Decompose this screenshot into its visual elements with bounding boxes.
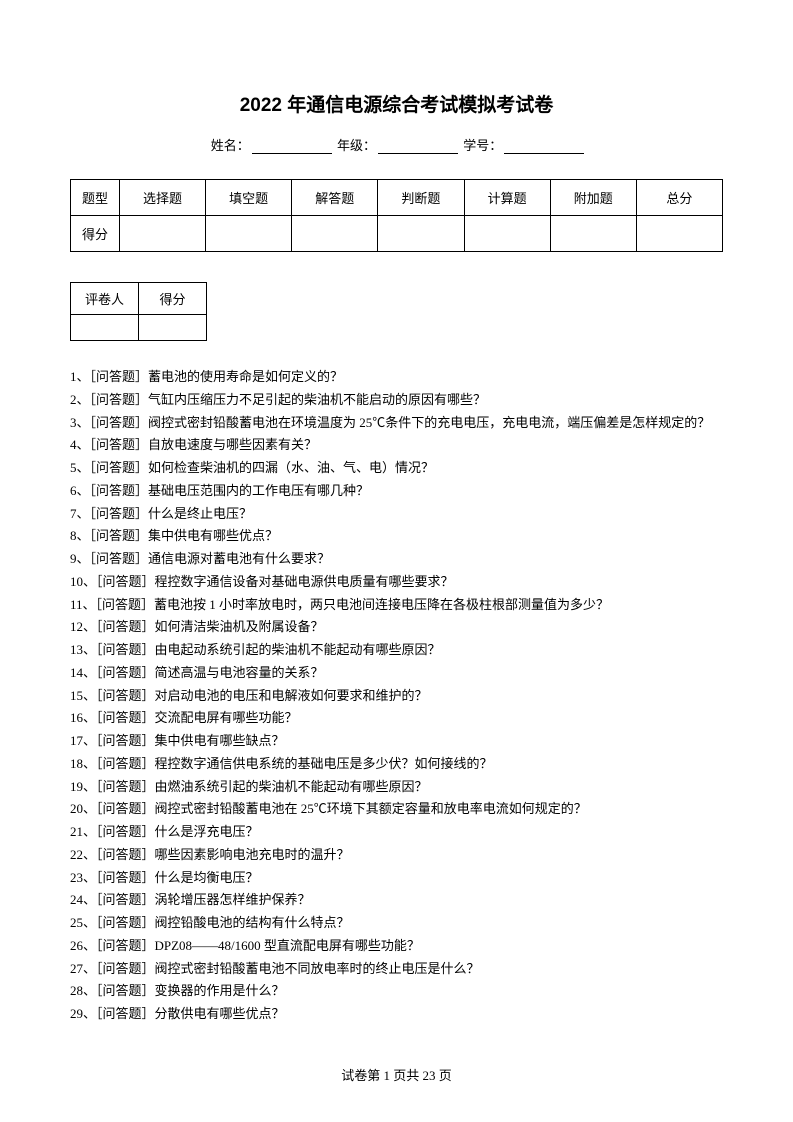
question-item: 18、［问答题］程控数字通信供电系统的基础电压是多少伏？如何接线的？: [70, 753, 723, 776]
question-item: 2、［问答题］气缸内压缩压力不足引起的柴油机不能启动的原因有哪些？: [70, 389, 723, 412]
question-item: 24、［问答题］涡轮增压器怎样维护保养？: [70, 889, 723, 912]
question-item: 21、［问答题］什么是浮充电压？: [70, 821, 723, 844]
question-item: 16、［问答题］交流配电屏有哪些功能？: [70, 707, 723, 730]
question-item: 8、［问答题］集中供电有哪些优点？: [70, 525, 723, 548]
table-row: 得分: [71, 216, 723, 252]
score-table: 题型 选择题 填空题 解答题 判断题 计算题 附加题 总分 得分: [70, 179, 723, 252]
question-item: 5、［问答题］如何检查柴油机的四漏（水、油、气、电）情况？: [70, 457, 723, 480]
name-label: 姓名：: [211, 135, 250, 154]
column-header: 判断题: [378, 180, 464, 216]
question-item: 23、［问答题］什么是均衡电压？: [70, 867, 723, 890]
question-item: 28、［问答题］变换器的作用是什么？: [70, 980, 723, 1003]
question-item: 4、［问答题］自放电速度与哪些因素有关？: [70, 434, 723, 457]
column-header: 解答题: [292, 180, 378, 216]
column-header: 总分: [636, 180, 722, 216]
grade-label: 年级：: [337, 135, 376, 154]
question-item: 14、［问答题］简述高温与电池容量的关系？: [70, 662, 723, 685]
question-item: 9、［问答题］通信电源对蓄电池有什么要求？: [70, 548, 723, 571]
questions-list: 1、［问答题］蓄电池的使用寿命是如何定义的？ 2、［问答题］气缸内压缩压力不足引…: [70, 366, 723, 1026]
name-blank[interactable]: [252, 140, 332, 154]
score-cell[interactable]: [139, 315, 207, 341]
question-item: 22、［问答题］哪些因素影响电池充电时的温升？: [70, 844, 723, 867]
page-footer: 试卷第 1 页共 23 页: [0, 1065, 793, 1084]
score-cell[interactable]: [292, 216, 378, 252]
column-header: 选择题: [119, 180, 205, 216]
question-item: 15、［问答题］对启动电池的电压和电解液如何要求和维护的？: [70, 685, 723, 708]
grader-table: 评卷人 得分: [70, 282, 207, 341]
table-row: 评卷人 得分: [71, 283, 207, 315]
column-header: 计算题: [464, 180, 550, 216]
score-cell[interactable]: [464, 216, 550, 252]
id-label: 学号：: [463, 135, 502, 154]
column-header: 附加题: [550, 180, 636, 216]
question-item: 12、［问答题］如何清洁柴油机及附属设备？: [70, 616, 723, 639]
column-header: 填空题: [206, 180, 292, 216]
score-cell[interactable]: [550, 216, 636, 252]
question-item: 26、［问答题］DPZ08——48/1600 型直流配电屏有哪些功能？: [70, 935, 723, 958]
score-cell[interactable]: [378, 216, 464, 252]
table-row: [71, 315, 207, 341]
type-header: 题型: [71, 180, 120, 216]
question-item: 10、［问答题］程控数字通信设备对基础电源供电质量有哪些要求？: [70, 571, 723, 594]
question-item: 7、［问答题］什么是终止电压？: [70, 503, 723, 526]
question-item: 19、［问答题］由燃油系统引起的柴油机不能起动有哪些原因？: [70, 776, 723, 799]
question-item: 25、［问答题］阀控铅酸电池的结构有什么特点？: [70, 912, 723, 935]
question-item: 29、［问答题］分散供电有哪些优点？: [70, 1003, 723, 1026]
grade-blank[interactable]: [378, 140, 458, 154]
student-info-line: 姓名： 年级： 学号：: [70, 135, 723, 154]
id-blank[interactable]: [504, 140, 584, 154]
question-item: 3、［问答题］阀控式密封铅酸蓄电池在环境温度为 25℃条件下的充电电压，充电电流…: [70, 412, 723, 435]
grader-cell[interactable]: [71, 315, 139, 341]
grader-header: 评卷人: [71, 283, 139, 315]
question-item: 27、［问答题］阀控式密封铅酸蓄电池不同放电率时的终止电压是什么？: [70, 958, 723, 981]
score-header: 得分: [71, 216, 120, 252]
score-cell[interactable]: [119, 216, 205, 252]
question-item: 1、［问答题］蓄电池的使用寿命是如何定义的？: [70, 366, 723, 389]
exam-title: 2022 年通信电源综合考试模拟考试卷: [70, 90, 723, 117]
question-item: 11、［问答题］蓄电池按 1 小时率放电时，两只电池间连接电压降在各极柱根部测量…: [70, 594, 723, 617]
question-item: 17、［问答题］集中供电有哪些缺点？: [70, 730, 723, 753]
question-item: 13、［问答题］由电起动系统引起的柴油机不能起动有哪些原因？: [70, 639, 723, 662]
question-item: 20、［问答题］阀控式密封铅酸蓄电池在 25℃环境下其额定容量和放电率电流如何规…: [70, 798, 723, 821]
score-header: 得分: [139, 283, 207, 315]
score-cell[interactable]: [206, 216, 292, 252]
table-row: 题型 选择题 填空题 解答题 判断题 计算题 附加题 总分: [71, 180, 723, 216]
score-cell[interactable]: [636, 216, 722, 252]
question-item: 6、［问答题］基础电压范围内的工作电压有哪几种？: [70, 480, 723, 503]
